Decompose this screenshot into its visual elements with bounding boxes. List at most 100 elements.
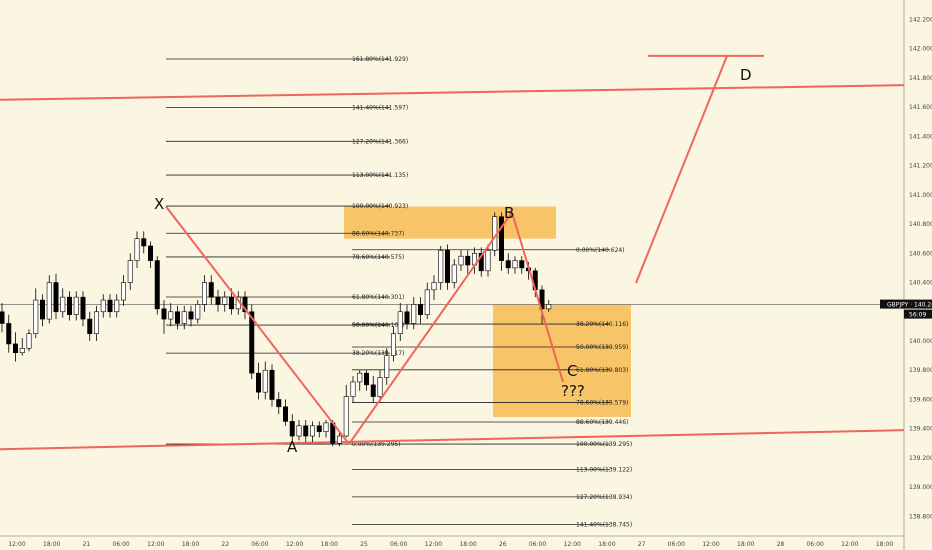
- price-tick-label: 140.600: [909, 250, 932, 257]
- fib-xa-label: 0.00%(139.295): [352, 441, 401, 448]
- time-tick-label: 18:00: [737, 541, 754, 548]
- candle-body: [249, 311, 255, 374]
- time-tick-label: 12:00: [286, 541, 303, 548]
- zones-layer: [344, 206, 631, 418]
- candle-body: [127, 260, 133, 283]
- candle-body: [154, 260, 160, 310]
- time-tick-label: 27: [638, 541, 646, 548]
- candle-body: [73, 296, 79, 315]
- time-tick-label: 21: [83, 541, 91, 548]
- candle-body: [465, 255, 471, 266]
- time-tick-label: 12:00: [147, 541, 164, 548]
- candle-body: [438, 250, 444, 283]
- time-tick-label: 12:00: [564, 541, 581, 548]
- time-tick-label: 18:00: [598, 541, 615, 548]
- candle-body: [282, 406, 288, 422]
- candle-body: [404, 311, 410, 324]
- candle-body: [276, 399, 282, 408]
- fib-xa-label: 113.00%(141.135): [352, 172, 408, 179]
- countdown-text: 56:09: [909, 312, 926, 319]
- upper-channel-line: [0, 84, 905, 101]
- candle-body: [309, 425, 315, 437]
- price-tick-label: 142.200: [909, 16, 932, 23]
- candle-body: [417, 304, 423, 315]
- candle-body: [87, 318, 93, 334]
- candle-body: [148, 245, 154, 261]
- symbol-price-text: GBPJPY · 140.249: [887, 302, 932, 309]
- fib-ab-label: 100.00%(139.295): [576, 441, 632, 448]
- price-tick-label: 138.800: [909, 513, 932, 520]
- fib-ab-label: 88.60%(139.446): [576, 419, 628, 426]
- price-tick-label: 140.400: [909, 280, 932, 287]
- candle-body: [357, 372, 363, 383]
- candle-body: [114, 299, 120, 313]
- fib-xa-label: 38.20%(139.917): [352, 350, 404, 357]
- fib-xa-label: 161.80%(141.929): [352, 56, 408, 63]
- price-tick-label: 141.200: [909, 163, 932, 170]
- price-tick-label: 139.000: [909, 484, 932, 491]
- candle-body: [141, 238, 147, 247]
- candle-body: [53, 282, 59, 313]
- candle-body: [107, 299, 113, 313]
- c-question-label: ???: [561, 382, 585, 400]
- fib-xa-label: 141.40%(141.597): [352, 105, 408, 112]
- candle-body: [303, 425, 309, 437]
- candle-body: [202, 282, 208, 305]
- candle-body: [6, 323, 12, 345]
- fib-xa-label: 127.20%(141.366): [352, 138, 408, 145]
- fib-xa-label: 88.60%(140.737): [352, 230, 404, 237]
- time-tick-label: 12:00: [425, 541, 442, 548]
- candle-body: [411, 304, 417, 324]
- candle-body: [505, 260, 511, 269]
- xabcd-pattern: [165, 55, 728, 445]
- time-tick-label: 12:00: [841, 541, 858, 548]
- candle-body: [350, 381, 356, 397]
- candle-body: [363, 372, 369, 386]
- fib-xa-label: 61.80%(140.301): [352, 294, 404, 301]
- candle-body: [242, 296, 248, 313]
- time-tick-label: 18:00: [459, 541, 476, 548]
- time-tick-label: 12:00: [8, 541, 25, 548]
- candle-body: [397, 311, 403, 334]
- candle-body: [175, 311, 181, 324]
- time-axis[interactable]: 12:00 18:00 21 06:00 12:00 18:00 22 06:00 12:00 1…: [0, 535, 904, 548]
- time-tick-label: 06:00: [806, 541, 823, 548]
- fib-ab-label: 113.00%(139.122): [576, 466, 632, 473]
- candle-body: [262, 369, 268, 393]
- candle-body: [377, 377, 383, 397]
- time-tick-label: 06:00: [529, 541, 546, 548]
- fib-xa-label: 100.00%(140.923): [352, 203, 408, 210]
- zone-c: [493, 304, 631, 418]
- candle-body: [431, 282, 437, 291]
- candle-body: [215, 296, 221, 305]
- fib-ab-label: 0.00%(140.624): [576, 247, 625, 254]
- candle-body: [229, 296, 235, 310]
- candle-body: [208, 282, 214, 298]
- pattern-leg-xa: [165, 205, 350, 445]
- candle-body: [390, 333, 396, 356]
- lower-channel-line: [0, 429, 905, 451]
- point-label-b: B: [504, 204, 514, 222]
- fib-ab-label: 141.40%(138.745): [576, 521, 632, 528]
- fib-xa-label: 78.60%(140.575): [352, 254, 404, 261]
- time-tick-label: 18:00: [876, 541, 893, 548]
- candle-body: [512, 260, 518, 269]
- candle-body: [39, 299, 45, 320]
- candle-body: [67, 296, 73, 315]
- candle-body: [161, 308, 167, 320]
- time-tick-label: 06:00: [390, 541, 407, 548]
- candle-body: [33, 299, 39, 334]
- time-tick-label: 18:00: [182, 541, 199, 548]
- fib-ab-label: 78.60%(139.579): [576, 400, 628, 407]
- price-tick-label: 141.600: [909, 104, 932, 111]
- candle-body: [458, 255, 464, 266]
- candle-body: [451, 264, 457, 283]
- candle-body: [519, 260, 525, 269]
- price-axis[interactable]: 142.200 142.000 141.800 141.600 141.400 141.2…: [880, 0, 932, 550]
- candle-body: [94, 311, 100, 334]
- pattern-leg-cd: [635, 55, 728, 284]
- point-label-c: C: [567, 362, 577, 380]
- price-tick-label: 142.000: [909, 46, 932, 53]
